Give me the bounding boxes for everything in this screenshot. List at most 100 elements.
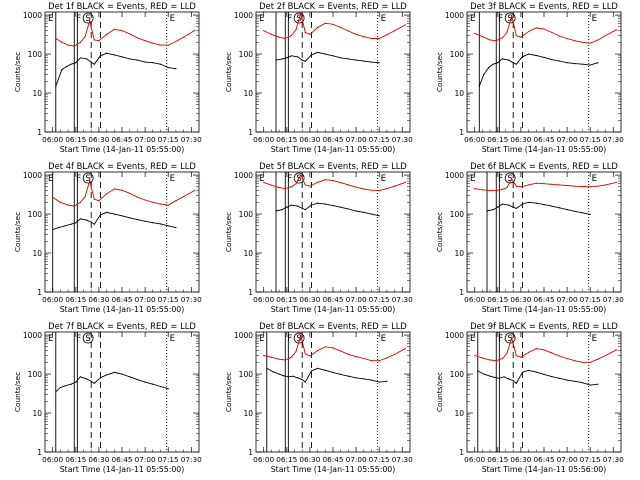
lld-point: [386, 357, 388, 359]
x-tick-label: 06:00: [42, 135, 63, 144]
panel-title: Det 9f BLACK = Events, RED = LLD: [470, 321, 618, 331]
lld-point: [106, 33, 108, 36]
events-point: [347, 375, 349, 377]
events-point: [90, 380, 92, 382]
events-point: [508, 204, 510, 206]
events-point: [290, 204, 292, 206]
lld-point: [121, 189, 123, 191]
events-point: [275, 59, 277, 61]
lld-point: [113, 28, 115, 30]
lld-point: [370, 360, 373, 362]
lld-point: [129, 192, 131, 194]
events-point: [152, 383, 154, 385]
x-tick-label: 06:15: [276, 135, 297, 144]
lld-point: [474, 32, 476, 34]
events-point: [93, 223, 95, 225]
marker-label-e: E: [592, 14, 597, 24]
lld-point: [378, 360, 380, 362]
events-point: [297, 377, 299, 379]
x-tick-label: 06:45: [111, 455, 132, 464]
events-point: [75, 381, 77, 383]
lld-point: [193, 190, 195, 192]
events-point: [340, 373, 342, 375]
marker-label-f: F: [76, 174, 81, 184]
lld-point: [167, 204, 169, 206]
x-tick-label: 06:15: [65, 295, 86, 304]
events-point: [317, 367, 319, 369]
lld-point: [113, 188, 115, 190]
lld-point: [73, 45, 75, 47]
lld-point: [481, 357, 483, 359]
axes-frame: [255, 171, 411, 293]
lld-point: [511, 337, 513, 339]
lld-point: [535, 27, 537, 29]
lld-point: [159, 44, 162, 46]
events-point: [574, 380, 576, 382]
panel-title: Det 8f BLACK = Events, RED = LLD: [259, 321, 407, 331]
y-axis-label: Counts/sec: [13, 52, 22, 92]
x-tick-label: 06:30: [510, 135, 531, 144]
x-axis-label: Start Time (14-Jan-11 05:55:00): [271, 465, 396, 474]
x-tick-label: 07:00: [135, 295, 156, 304]
y-tick-label: 1: [37, 128, 42, 137]
lld-point: [597, 39, 599, 41]
events-point: [290, 55, 292, 57]
panel-det-9: Det 9f BLACK = Events, RED = LLD 1 10 100 10…: [435, 321, 624, 474]
lld-point: [317, 181, 319, 183]
lld-point: [98, 40, 100, 42]
events-point: [378, 381, 380, 383]
x-tick-label: 07:15: [580, 135, 601, 144]
lld-point: [355, 356, 357, 358]
events-series-line: [477, 369, 598, 386]
lld-point: [528, 351, 530, 353]
y-tick-label: 1000: [234, 11, 253, 20]
lld-point: [506, 186, 508, 189]
lld-point: [558, 184, 561, 186]
events-point: [551, 376, 553, 378]
lld-point: [370, 189, 373, 191]
marker-label-s: S: [296, 174, 301, 184]
y-tick-label: 1000: [234, 171, 253, 180]
events-point: [340, 206, 342, 208]
x-tick-label: 06:45: [111, 295, 132, 304]
events-point: [543, 204, 545, 206]
panel-title: Det 4f BLACK = Events, RED = LLD: [48, 161, 196, 171]
x-tick-label: 06:45: [533, 455, 554, 464]
y-axis-label: Counts/sec: [224, 372, 233, 412]
panel-title: Det 5f BLACK = Events, RED = LLD: [259, 161, 407, 171]
y-tick-label: 100: [28, 210, 43, 219]
marker-label-s: S: [85, 174, 90, 184]
axes-frame: [466, 11, 622, 133]
y-tick-label: 1: [459, 448, 464, 457]
marker-label-e: E: [48, 174, 53, 184]
x-axis-label: Start Time (14-Jan-11 05:55:00): [482, 305, 607, 314]
y-tick-label: 100: [239, 370, 254, 379]
y-tick-label: 10: [454, 409, 464, 418]
lld-point: [309, 185, 311, 187]
events-point: [52, 229, 54, 231]
x-tick-label: 06:00: [464, 295, 485, 304]
lld-point: [605, 184, 607, 186]
events-point: [498, 377, 500, 379]
marker-label-f: F: [287, 174, 292, 184]
lld-point: [52, 196, 54, 198]
y-axis-label: Counts/sec: [224, 212, 233, 252]
lld-point: [175, 200, 177, 202]
y-tick-label: 1000: [445, 171, 464, 180]
events-point: [106, 52, 108, 54]
x-tick-label: 06:30: [299, 295, 320, 304]
x-tick-label: 07:15: [580, 295, 601, 304]
lld-point: [136, 196, 138, 198]
lld-point: [589, 186, 591, 188]
lld-point: [89, 180, 91, 182]
lld-point: [324, 179, 326, 181]
lld-point: [566, 37, 568, 40]
marker-label-f: F: [498, 174, 503, 184]
events-series-line: [266, 367, 387, 383]
x-tick-label: 07:30: [392, 295, 413, 304]
lld-point: [270, 33, 272, 36]
lld-point: [574, 360, 576, 362]
lld-point: [515, 185, 517, 187]
lld-point: [347, 30, 349, 32]
events-point: [574, 210, 576, 212]
